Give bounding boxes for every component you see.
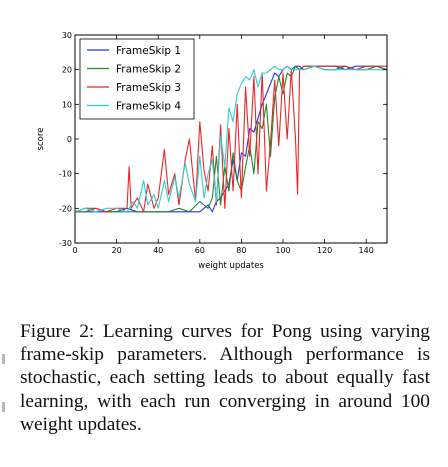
legend-label: FrameSkip 2 [116,64,181,76]
x-tick-label: 20 [112,246,122,255]
figure-caption: Figure 2: Learning curves for Pong using… [20,321,430,435]
x-tick-label: 100 [275,246,290,255]
x-tick-label: 0 [72,246,77,255]
legend-box [79,38,195,120]
y-tick-label: -10 [59,170,72,179]
line-chart: 0 20 40 60 80 100 120 140 -30 -20 -10 0 10 20 30 Frame… [36,31,388,271]
series-line-frameskip-4 [74,65,387,213]
legend-label: FrameSkip 4 [116,101,181,113]
legend: FrameSkip 1 FrameSkip 2 FrameSkip 3 FrameSk… [79,38,195,120]
x-tick-label: 120 [317,246,332,255]
plot-frame [74,34,388,244]
legend-label: FrameSkip 3 [116,82,181,94]
y-tick-label: -20 [59,204,72,213]
y-tick-label: 20 [62,66,72,75]
axis-layer: 0 20 40 60 80 100 120 140 -30 -20 -10 0 10 20 30 [59,31,387,255]
x-tick-label: 60 [195,246,205,255]
y-tick-label: 0 [67,135,72,144]
y-axis-title: score [36,128,46,151]
legend-label: FrameSkip 1 [116,45,181,57]
y-tick-label: 30 [62,31,72,40]
y-tick-label: -30 [59,239,72,248]
y-tick-label: 10 [62,100,72,109]
x-tick-label: 40 [153,246,163,255]
x-tick-label: 80 [236,246,246,255]
x-tick-label: 140 [359,246,374,255]
x-axis-title: weight updates [198,261,264,271]
series-layer [74,65,388,213]
left-margin-mark [2,402,5,412]
left-margin-mark [2,354,5,364]
